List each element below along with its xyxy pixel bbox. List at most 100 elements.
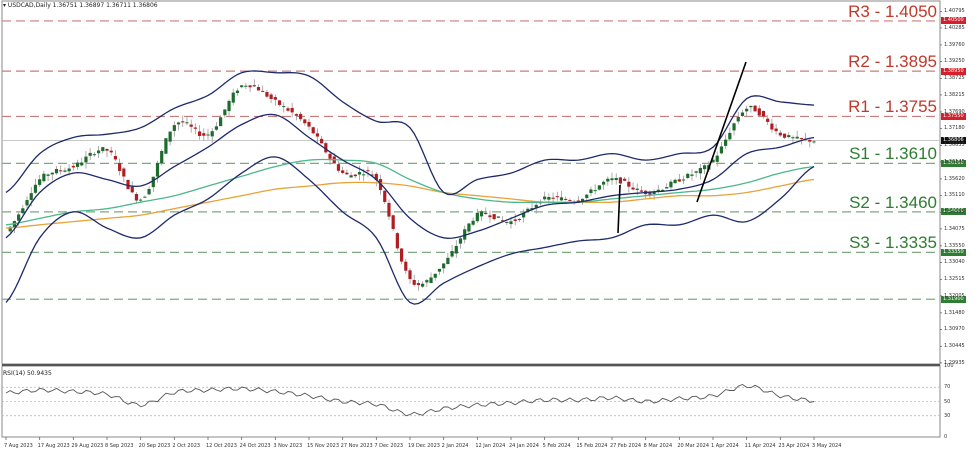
- date-label: 20 Sep 2023: [138, 443, 171, 449]
- date-label: 1 Apr 2024: [711, 443, 739, 449]
- price-axis-label: 1.40795: [944, 8, 965, 15]
- candle-bear: [307, 121, 311, 127]
- date-label: 29 Aug 2023: [71, 443, 104, 449]
- candle-bear: [416, 283, 421, 286]
- candle-bull: [715, 155, 719, 162]
- candle-bull: [362, 174, 366, 176]
- candle-bull: [29, 193, 33, 200]
- date-label: 24 Oct 2023: [239, 443, 271, 449]
- candle-bear: [774, 128, 778, 132]
- candle-bear: [555, 196, 559, 198]
- candle-bull: [21, 208, 25, 214]
- price-axis-label: 1.38215: [944, 91, 965, 98]
- candle-bull: [155, 162, 160, 177]
- candle-bull: [101, 147, 105, 152]
- candle-bear: [576, 200, 580, 202]
- candle-bull: [509, 221, 513, 225]
- candle-bull: [425, 280, 429, 283]
- candle-bear: [113, 156, 118, 160]
- candle-bull: [559, 197, 564, 201]
- candle-bear: [366, 170, 370, 172]
- candle-bear: [311, 127, 315, 134]
- candle-bull: [84, 156, 88, 163]
- rsi-axis-label: 50: [944, 398, 951, 405]
- candle-bear: [345, 172, 349, 175]
- candle-bull: [728, 132, 732, 140]
- price-axis-label: 1.34585: [944, 209, 965, 216]
- rsi-line: [5, 383, 815, 417]
- candle-bull: [526, 208, 530, 212]
- candle-bull: [244, 85, 248, 87]
- price-badge-s1: 1.36100: [941, 159, 966, 167]
- collapse-triangle-icon[interactable]: ▾: [3, 2, 8, 9]
- candle-bear: [269, 94, 273, 99]
- candle-bear: [277, 100, 282, 105]
- candle-bull: [681, 179, 686, 181]
- candle-bear: [261, 90, 265, 92]
- date-label: 2 Jan 2024: [441, 443, 469, 449]
- candle-bull: [656, 189, 660, 191]
- candle-bull: [96, 150, 101, 154]
- candle-bear: [568, 200, 572, 202]
- candle-bear: [639, 190, 644, 192]
- candle-bull: [496, 216, 500, 218]
- rsi-axis-label: 100: [944, 363, 954, 369]
- candle-bear: [336, 164, 341, 171]
- candle-bear: [492, 214, 496, 220]
- candle-bull: [601, 181, 606, 185]
- candle-bull: [694, 171, 698, 173]
- price-axis-label: 1.36655: [944, 142, 965, 149]
- rsi-indicator-label: RSI(14) 50.9435: [3, 370, 52, 377]
- candle-bull: [606, 178, 610, 182]
- candle-bull: [736, 117, 740, 122]
- candle-bear: [71, 165, 75, 168]
- date-label: 15 Feb 2024: [576, 443, 608, 449]
- candle-bull: [219, 117, 223, 127]
- candle-bear: [273, 97, 277, 100]
- candle-bull: [151, 176, 155, 188]
- candle-bull: [458, 238, 463, 244]
- date-label: 12 Oct 2023: [206, 443, 237, 449]
- price-axis-label: 1.35620: [944, 175, 965, 182]
- candle-bull: [454, 245, 458, 254]
- price-axis-label: 1.37180: [944, 125, 965, 132]
- candle-bull: [446, 257, 450, 265]
- candle-bear: [627, 181, 631, 187]
- candle-bear: [315, 133, 320, 137]
- candle-bear: [193, 127, 197, 129]
- bollinger-upper-line: [5, 70, 815, 196]
- level-label-r1: R1 - 1.3755: [848, 97, 937, 117]
- candle-bear: [778, 132, 782, 136]
- candle-bull: [745, 108, 749, 112]
- trendline-2[interactable]: [696, 61, 747, 203]
- date-label: 3 Nov 2023: [273, 443, 303, 449]
- candle-bear: [782, 133, 787, 138]
- candle-bear: [130, 186, 134, 193]
- candle-bull: [38, 179, 42, 185]
- date-label: 2 Oct 2023: [172, 443, 201, 449]
- candle-bull: [227, 100, 231, 112]
- candle-bear: [399, 248, 404, 262]
- candle-bull: [534, 204, 538, 208]
- candle-bull: [160, 150, 164, 164]
- candle-bull: [206, 134, 210, 136]
- candle-bear: [488, 215, 492, 218]
- price-badge-r2: 1.38950: [941, 67, 966, 75]
- candle-bull: [505, 221, 509, 223]
- candle-bear: [109, 150, 113, 153]
- date-label: 27 Feb 2024: [610, 443, 642, 449]
- candle-bull: [740, 112, 745, 116]
- level-label-r3: R3 - 1.4050: [848, 1, 937, 21]
- candle-bull: [50, 172, 54, 175]
- trendline-1[interactable]: [617, 184, 621, 234]
- price-axis-label: 1.34075: [944, 225, 965, 232]
- candle-bear: [290, 107, 294, 113]
- date-label: 15 Nov 2023: [307, 443, 340, 449]
- price-axis-label: 1.36145: [944, 158, 965, 165]
- candle-bull: [593, 190, 597, 192]
- candle-bull: [240, 85, 244, 88]
- date-label: 19 Dec 2023: [408, 443, 440, 449]
- candle-bull: [702, 165, 707, 170]
- candle-bull: [88, 152, 92, 156]
